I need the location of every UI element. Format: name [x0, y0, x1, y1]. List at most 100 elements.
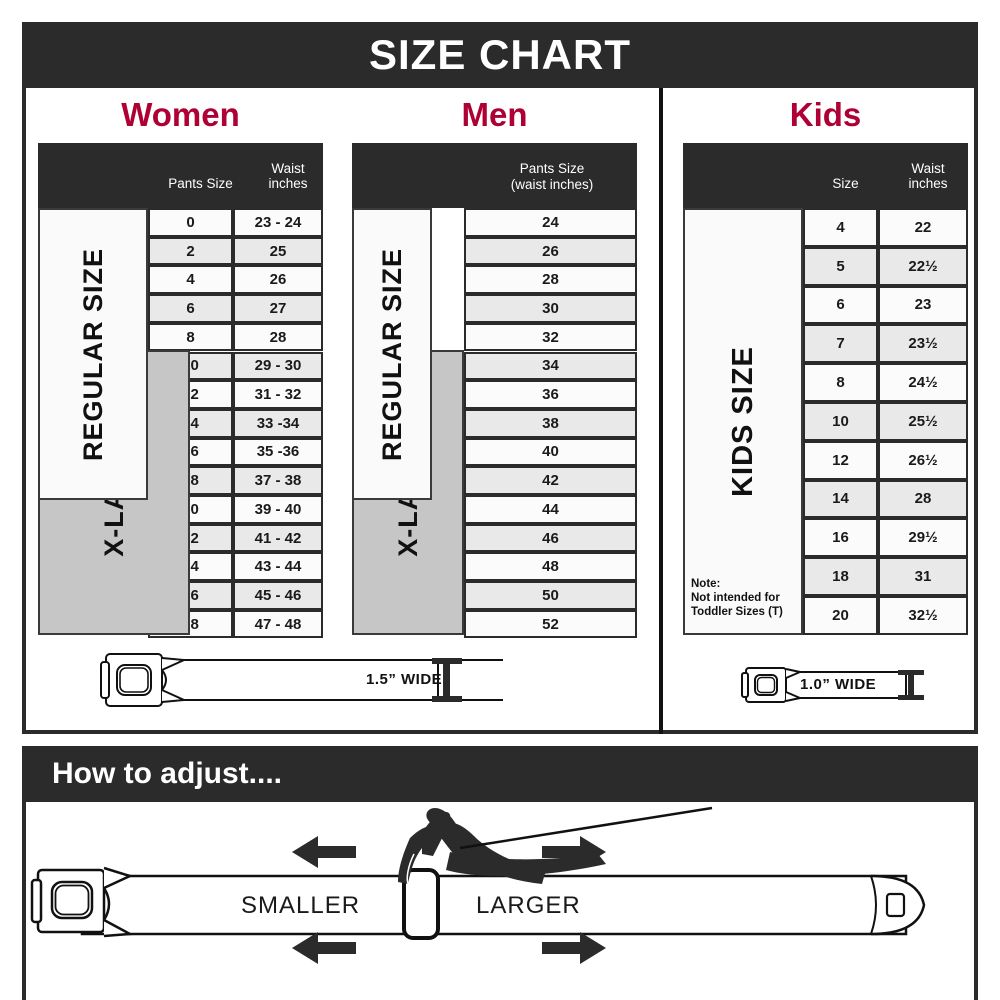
adjust-taper-top	[103, 866, 134, 890]
kids-row-cell-waist: 22½	[878, 246, 968, 286]
kids-group-label: KIDS SIZE	[726, 346, 759, 497]
men-row-cell-size: 52	[464, 609, 637, 639]
adjust-taper-curve	[102, 887, 111, 921]
caliper-bottom-bar	[432, 696, 462, 702]
kids-row-cell-waist: 23½	[878, 324, 968, 364]
women-row-cell-waist: 23 - 24	[233, 208, 323, 237]
adjust-label-smaller: SMALLER	[241, 892, 361, 919]
kids-row-cell-waist: 32½	[878, 596, 968, 635]
kids-caliper-top-bar	[898, 670, 924, 675]
kids-row-cell-size: 7	[803, 324, 878, 364]
women-row-cell-waist: 47 - 48	[233, 609, 323, 639]
kids-row-cell-size: 20	[803, 596, 878, 635]
men-row-cell-size: 24	[464, 208, 637, 237]
kids-table-header: Size Waist inches	[683, 143, 968, 208]
women-row-cell-waist: 35 -36	[233, 437, 323, 467]
kids-row-cell-waist: 29½	[878, 518, 968, 558]
kids-header-waist-line1: Waist	[911, 161, 945, 176]
section-divider	[659, 88, 663, 734]
women-row-cell-waist: 43 - 44	[233, 552, 323, 582]
adjust-belt-tip-hole	[885, 892, 906, 918]
kids-note-line3: Toddler Sizes (T)	[691, 606, 783, 618]
kids-note-line2: Not intended for	[691, 592, 780, 604]
women-group-regular: REGULAR SIZE	[38, 208, 148, 500]
men-row-cell-size: 40	[464, 437, 637, 467]
adult-belt-svg	[100, 653, 503, 707]
men-row-cell-size: 48	[464, 552, 637, 582]
men-row-cell-size: 36	[464, 380, 637, 409]
how-to-adjust-bar: How to adjust....	[22, 746, 978, 802]
belt-buckle-edge	[100, 661, 110, 699]
adjust-belt-diagram: SMALLER LARGER	[26, 806, 974, 964]
men-row-cell-size: 34	[464, 351, 637, 381]
belt-taper-curve	[161, 669, 167, 691]
title-bar: SIZE CHART	[22, 22, 978, 88]
adult-belt-diagram: 1.5” WIDE	[98, 650, 518, 712]
women-row-cell-size: 4	[148, 265, 233, 295]
women-group-regular-label: REGULAR SIZE	[77, 247, 108, 461]
kids-row-cell-waist: 24½	[878, 363, 968, 402]
adjust-buckle-window-inner	[54, 884, 90, 916]
kids-row-cell-waist: 26½	[878, 440, 968, 480]
men-group-regular-label: REGULAR SIZE	[376, 247, 407, 461]
women-header-waist-line2: inches	[268, 176, 308, 191]
kids-buckle-window-inner	[756, 676, 776, 694]
belt-adjuster-slider	[402, 868, 440, 940]
men-row-cell-size: 28	[464, 265, 637, 295]
men-group-regular: REGULAR SIZE	[352, 208, 432, 500]
kids-header-size: Size	[832, 176, 859, 191]
adjust-belt-tip-seam	[870, 875, 877, 935]
kids-group-box: KIDS SIZE	[683, 208, 803, 635]
arrow-right-top-icon	[542, 836, 606, 868]
hand-highlight-1	[406, 853, 415, 885]
kids-row-cell-waist: 22	[878, 208, 968, 247]
kids-row-cell-size: 4	[803, 208, 878, 247]
men-table-header: Pants Size (waist inches)	[352, 143, 637, 208]
kids-row-cell-size: 8	[803, 363, 878, 402]
men-row-cell-size: 38	[464, 408, 637, 438]
kids-belt-width-label: 1.0” WIDE	[800, 676, 877, 693]
arrow-left-bottom-icon	[292, 932, 356, 964]
women-row-cell-waist: 37 - 38	[233, 466, 323, 495]
belt-taper-top	[161, 657, 188, 671]
caliper-top-bar	[432, 658, 462, 664]
men-row-cell-size: 50	[464, 581, 637, 610]
kids-taper-bottom	[785, 691, 804, 702]
adjust-belt-svg	[30, 806, 926, 964]
women-row-cell-waist: 33 -34	[233, 408, 323, 438]
women-header-waist-line1: Waist	[271, 161, 305, 176]
kids-note-line1: Note:	[691, 578, 721, 590]
kids-row-cell-size: 16	[803, 518, 878, 558]
page-title: SIZE CHART	[369, 31, 631, 78]
kids-belt-diagram: 1.0” WIDE	[738, 662, 938, 708]
women-row-cell-waist: 27	[233, 294, 323, 323]
kids-row-cell-size: 6	[803, 285, 878, 325]
women-row-cell-size: 2	[148, 236, 233, 266]
men-row-cell-size: 26	[464, 236, 637, 266]
men-header-pants-size-line2: (waist inches)	[510, 177, 594, 192]
belt-taper-bottom	[161, 689, 188, 703]
women-row-cell-waist: 25	[233, 236, 323, 266]
kids-buckle-edge	[741, 672, 749, 698]
women-row-cell-waist: 26	[233, 265, 323, 295]
men-row-cell-size: 46	[464, 523, 637, 553]
women-row-cell-waist: 45 - 46	[233, 581, 323, 610]
women-row-cell-waist: 39 - 40	[233, 495, 323, 524]
hand-icon	[398, 808, 606, 884]
women-row-cell-waist: 29 - 30	[233, 351, 323, 381]
section-title-kids: Kids	[789, 96, 862, 133]
kids-row-cell-size: 18	[803, 557, 878, 596]
kids-caliper-stem	[908, 673, 914, 697]
men-row-cell-size: 44	[464, 495, 637, 524]
belt-buckle-window-inner	[119, 667, 149, 693]
women-row-cell-size: 0	[148, 208, 233, 237]
women-row-cell-size: 6	[148, 294, 233, 323]
women-header-pants-size: Pants Size	[168, 176, 233, 191]
men-row-cell-size: 32	[464, 322, 637, 352]
women-row-cell-size: 8	[148, 322, 233, 352]
women-row-cell-waist: 31 - 32	[233, 380, 323, 409]
kids-caliper-bottom-bar	[898, 695, 924, 700]
kids-header-waist-line2: inches	[908, 176, 948, 191]
men-header-pants-size-line1: Pants Size	[519, 161, 585, 176]
